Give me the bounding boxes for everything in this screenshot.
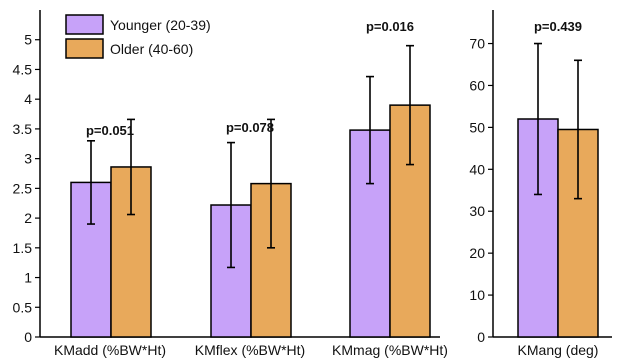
y-tick-label: 4.5 xyxy=(13,61,33,77)
y-tick-label: 30 xyxy=(469,203,485,219)
x-category-label: KMflex (%BW*Ht) xyxy=(195,342,305,358)
y-tick-label: 0.5 xyxy=(13,299,33,315)
y-tick-label: 1.5 xyxy=(13,240,33,256)
p-value-label: p=0.016 xyxy=(366,19,414,34)
y-tick-label: 4 xyxy=(24,91,32,107)
p-value-label: p=0.051 xyxy=(86,123,134,138)
y-tick-label: 1 xyxy=(24,270,32,286)
y-tick-label: 10 xyxy=(469,287,485,303)
y-tick-label: 20 xyxy=(469,245,485,261)
y-tick-label: 3.5 xyxy=(13,121,33,137)
x-category-label: KMang (deg) xyxy=(518,342,599,358)
p-value-label: p=0.078 xyxy=(226,120,274,135)
legend: Younger (20-39) Older (40-60) xyxy=(65,14,211,59)
legend-label-younger: Younger (20-39) xyxy=(110,17,211,33)
legend-swatch-younger xyxy=(65,14,104,35)
y-tick-label: 0 xyxy=(24,329,32,345)
y-tick-label: 2 xyxy=(24,210,32,226)
y-tick-label: 5 xyxy=(24,32,32,48)
y-tick-label: 0 xyxy=(477,329,485,345)
y-tick-label: 2.5 xyxy=(13,180,33,196)
y-tick-label: 40 xyxy=(469,161,485,177)
y-tick-label: 70 xyxy=(469,36,485,52)
legend-label-older: Older (40-60) xyxy=(110,41,193,57)
x-category-label: KMadd (%BW*Ht) xyxy=(54,342,166,358)
y-tick-label: 3 xyxy=(24,151,32,167)
chart-panel-angle: 0 10 20 30 40 50 60 70 KMang (deg) p=0.439 xyxy=(469,10,612,358)
y-tick-label: 50 xyxy=(469,119,485,135)
chart-panel-moments: 0 0.5 1 1.5 2 2.5 3 3.5 4 4.5 5 KMadd (%BW*Ht) KMfle… xyxy=(13,10,448,358)
legend-swatch-older xyxy=(65,38,104,59)
x-category-label: KMmag (%BW*Ht) xyxy=(332,342,448,358)
p-value-label: p=0.439 xyxy=(534,19,582,34)
y-tick-label: 60 xyxy=(469,77,485,93)
